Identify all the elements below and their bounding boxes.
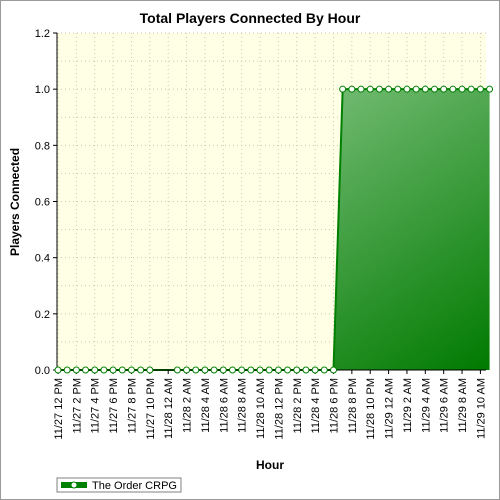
y-tick-label: 1.2 [35, 28, 50, 40]
x-tick-label: 11/28 4 PM [310, 378, 322, 433]
data-point [72, 366, 80, 374]
data-point [54, 366, 62, 374]
data-point [284, 366, 292, 374]
data-point [127, 366, 135, 374]
x-tick-label: 11/27 10 PM [145, 378, 157, 440]
series-area-the-order-crpg [58, 89, 490, 371]
x-tick-label: 11/27 6 PM [108, 378, 120, 433]
x-tick-label: 11/28 10 AM [255, 378, 267, 439]
legend-marker [70, 481, 78, 489]
x-tick-label: 11/27 8 PM [126, 378, 138, 433]
x-tick-label: 11/28 6 AM [218, 378, 230, 433]
data-point [293, 366, 301, 374]
data-point [82, 366, 90, 374]
data-point [430, 85, 438, 93]
data-point [339, 85, 347, 93]
data-point [458, 85, 466, 93]
data-point [394, 85, 402, 93]
x-tick-label: 11/29 10 AM [475, 378, 487, 439]
x-tick-label: 11/28 4 AM [200, 378, 212, 433]
data-point [412, 85, 420, 93]
data-point [91, 366, 99, 374]
x-tick-label: 11/29 12 AM [384, 378, 396, 439]
y-tick-label: 0.0 [35, 365, 50, 377]
y-tick-label: 0.2 [35, 309, 50, 321]
data-point [63, 366, 71, 374]
x-tick-label: 11/28 2 PM [292, 378, 304, 433]
x-tick-label: 11/27 4 PM [90, 378, 102, 433]
data-point [219, 366, 227, 374]
data-point [449, 85, 457, 93]
x-axis-label: Hour [256, 458, 284, 472]
data-point [183, 366, 191, 374]
data-point [467, 85, 475, 93]
legend: The Order CRPG [56, 477, 182, 493]
data-point [320, 366, 328, 374]
data-point [228, 366, 236, 374]
y-axis-label: Players Connected [8, 148, 22, 256]
data-point [256, 366, 264, 374]
data-point [100, 366, 108, 374]
data-point [192, 366, 200, 374]
y-tick-label: 1.0 [35, 84, 50, 96]
data-point [173, 366, 181, 374]
data-point [476, 85, 484, 93]
y-tick-labels: 0.0 0.2 0.4 0.6 0.8 1.0 1.2 [35, 28, 57, 377]
x-tick-label: 11/29 2 AM [402, 378, 414, 433]
data-points [54, 85, 494, 374]
x-tick-label: 11/28 12 PM [273, 378, 285, 440]
data-point [201, 366, 209, 374]
data-point [265, 366, 273, 374]
data-point [357, 85, 365, 93]
data-point [421, 85, 429, 93]
data-point [302, 366, 310, 374]
chart-title: Total Players Connected By Hour [140, 10, 361, 26]
data-point [274, 366, 282, 374]
data-point [329, 366, 337, 374]
x-tick-label: 11/29 6 AM [439, 378, 451, 433]
x-tick-label: 11/27 12 PM [53, 378, 65, 440]
x-tick-label: 11/27 2 PM [71, 378, 83, 433]
y-tick-label: 0.6 [35, 197, 50, 209]
data-point [137, 366, 145, 374]
data-point [109, 366, 117, 374]
data-point [247, 366, 255, 374]
data-point [210, 366, 218, 374]
x-tick-label: 11/28 2 AM [182, 378, 194, 433]
x-tick-label: 11/28 8 PM [347, 378, 359, 433]
data-point [486, 85, 494, 93]
y-tick-label: 0.8 [35, 140, 50, 152]
x-tick-label: 11/28 6 PM [328, 378, 340, 433]
y-tick-label: 0.4 [35, 253, 50, 265]
data-point [238, 366, 246, 374]
data-point [118, 366, 126, 374]
x-tick-label: 11/28 10 PM [365, 378, 377, 440]
data-point [440, 85, 448, 93]
data-point [375, 85, 383, 93]
x-tick-label: 11/29 4 AM [420, 378, 432, 433]
data-point [311, 366, 319, 374]
x-tick-label: 11/28 8 AM [237, 378, 249, 433]
data-point [403, 85, 411, 93]
data-point [385, 85, 393, 93]
x-tick-labels: 11/27 12 PM 11/27 2 PM 11/27 4 PM 11/27 6 P… [53, 370, 487, 440]
data-point [348, 85, 356, 93]
data-point [146, 366, 154, 374]
data-point [366, 85, 374, 93]
x-tick-label: 11/29 8 AM [457, 378, 469, 433]
legend-entry-the-order-crpg: The Order CRPG [92, 480, 177, 492]
legend-box [56, 477, 182, 493]
x-tick-label: 11/28 12 AM [163, 378, 175, 439]
